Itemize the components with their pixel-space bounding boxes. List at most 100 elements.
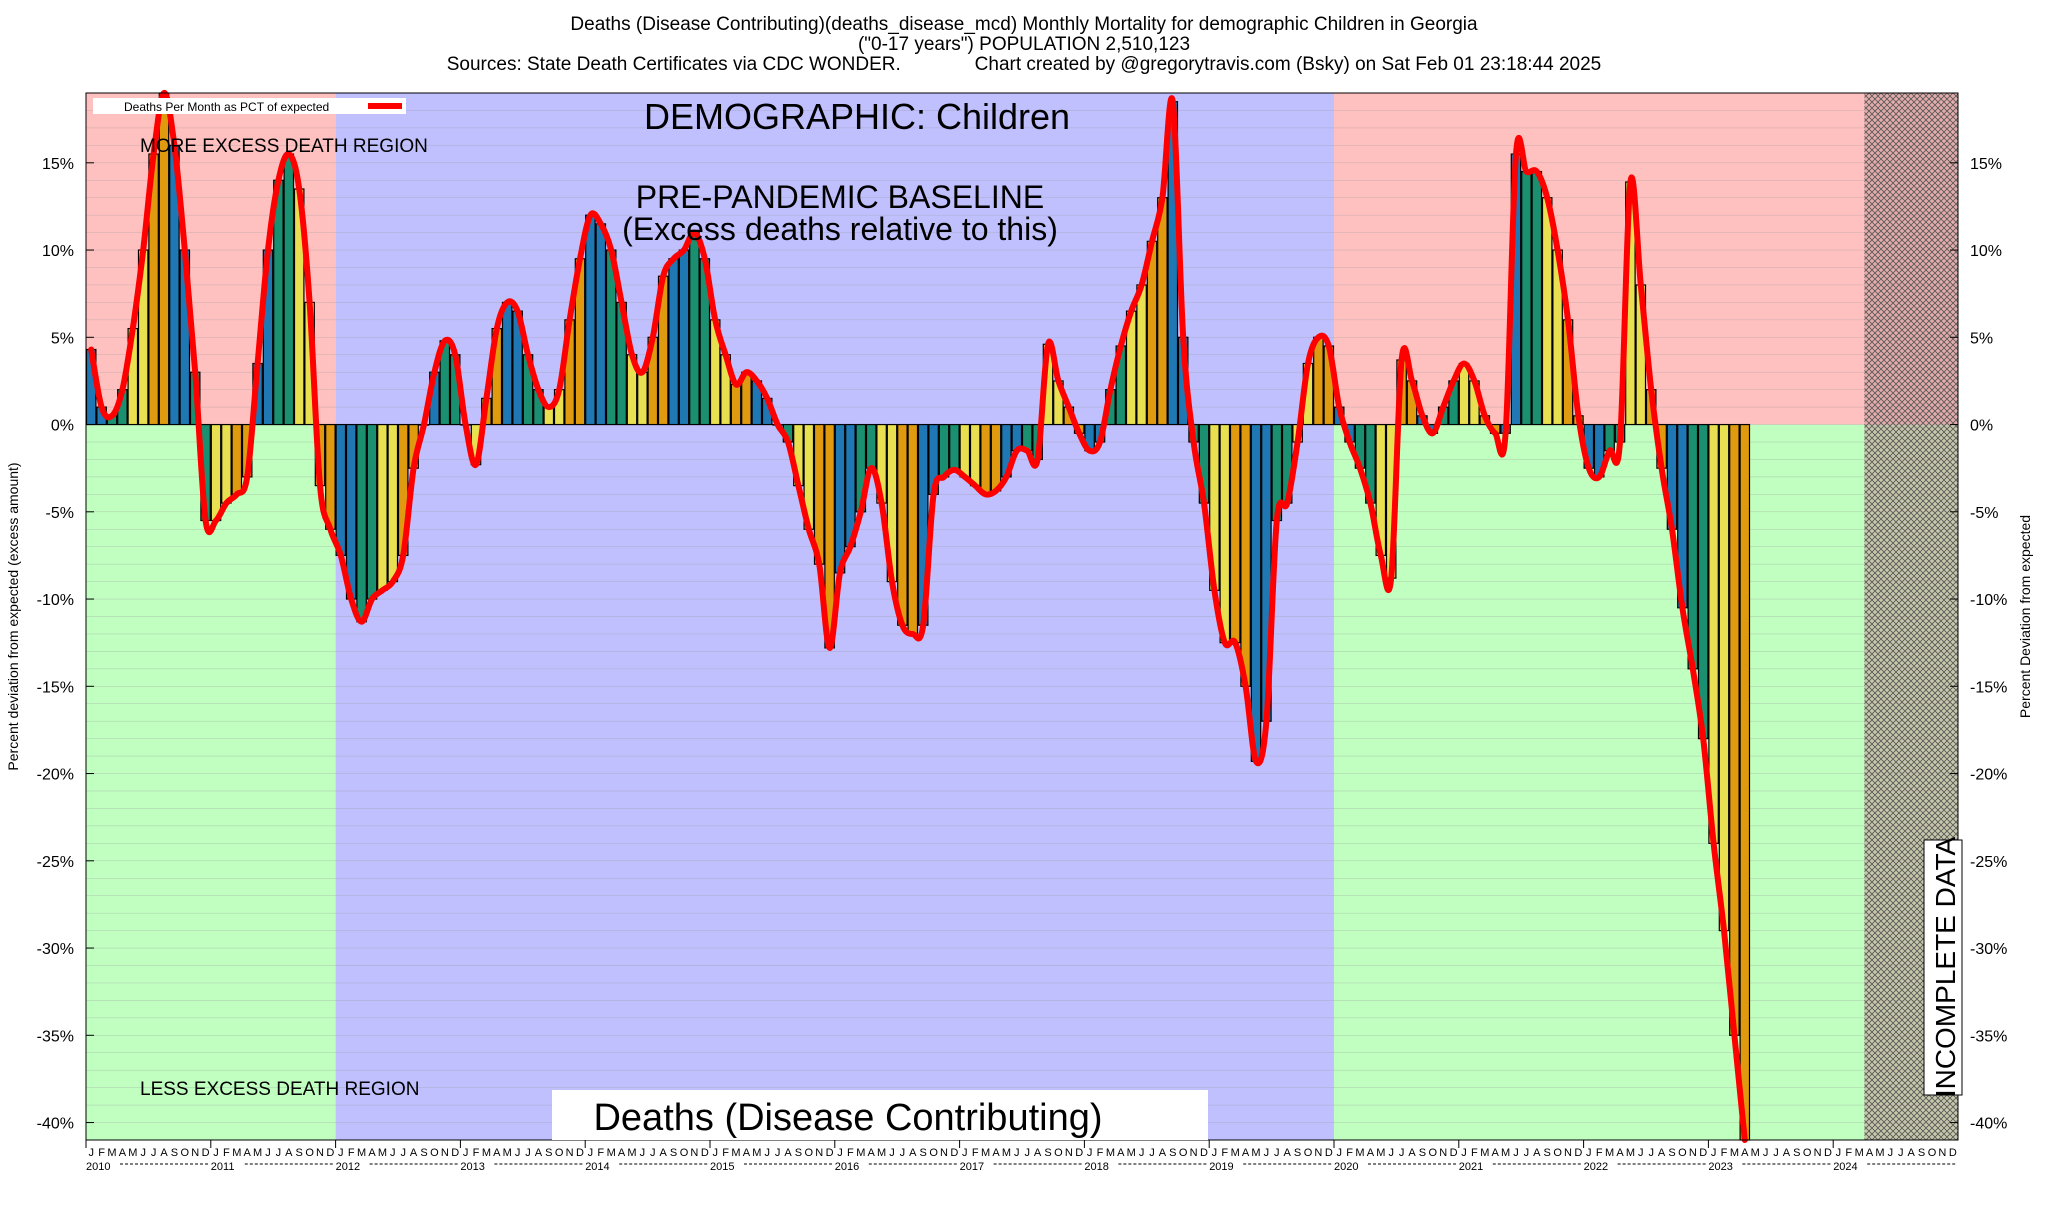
x-month-label: A: [244, 1147, 252, 1159]
x-month-label: J: [1388, 1147, 1394, 1159]
y-tick-label-right: 5%: [1970, 330, 1993, 347]
x-month-label: D: [1699, 1147, 1707, 1159]
x-month-label: N: [1689, 1147, 1697, 1159]
x-month-label: D: [202, 1147, 210, 1159]
x-month-label: F: [972, 1147, 979, 1159]
y-tick-label-right: -10%: [1970, 592, 2007, 609]
x-month-label: M: [731, 1147, 740, 1159]
x-month-label: J: [525, 1147, 531, 1159]
y-tick-label-right: 0%: [1970, 418, 1993, 435]
less-region-left: [86, 424, 336, 1140]
y-tick-label-left: -5%: [46, 505, 74, 522]
x-month-label: F: [597, 1147, 604, 1159]
bar: [907, 423, 919, 635]
x-month-label: F: [1845, 1147, 1852, 1159]
bar: [1458, 362, 1470, 426]
header-line-1: Deaths (Disease Contributing)(deaths_dis…: [570, 14, 1478, 35]
x-month-label: D: [701, 1147, 709, 1159]
bar: [1157, 197, 1168, 426]
x-month-label: M: [1875, 1147, 1884, 1159]
series-title: Deaths (Disease Contributing): [593, 1097, 1102, 1139]
x-month-label: A: [1367, 1147, 1375, 1159]
x-month-label: J: [1898, 1147, 1904, 1159]
bars: [85, 92, 1751, 1141]
x-month-label: A: [868, 1147, 876, 1159]
x-month-label: N: [1065, 1147, 1073, 1159]
x-month-label: J: [900, 1147, 906, 1159]
x-month-label: M: [752, 1147, 761, 1159]
x-month-label: J: [588, 1147, 594, 1159]
x-month-label: M: [378, 1147, 387, 1159]
x-month-label: A: [992, 1147, 1000, 1159]
x-month-label: A: [493, 1147, 501, 1159]
x-month-label: J: [1836, 1147, 1842, 1159]
x-month-label: N: [566, 1147, 574, 1159]
x-month-label: J: [276, 1147, 282, 1159]
x-month-label: M: [981, 1147, 990, 1159]
y-tick-label-right: -30%: [1970, 941, 2007, 958]
y-tick-label-right: -35%: [1970, 1028, 2007, 1045]
x-month-label: J: [1149, 1147, 1155, 1159]
x-month-label: J: [1014, 1147, 1020, 1159]
x-month-label: J: [1513, 1147, 1519, 1159]
more-region-label: MORE EXCESS DEATH REGION: [140, 136, 428, 157]
bar: [1219, 423, 1231, 644]
x-year-label: 2012: [336, 1161, 360, 1173]
x-year-label: 2024: [1833, 1161, 1857, 1173]
bar: [366, 423, 378, 600]
x-month-label: A: [743, 1147, 751, 1159]
x-year-label: 2014: [585, 1161, 609, 1173]
x-month-label: J: [515, 1147, 521, 1159]
x-month-label: A: [1159, 1147, 1167, 1159]
x-month-label: O: [430, 1147, 439, 1159]
x-month-label: S: [1668, 1147, 1675, 1159]
x-month-label: F: [1097, 1147, 1104, 1159]
bar: [959, 423, 971, 478]
x-month-label: N: [1190, 1147, 1198, 1159]
x-month-label: N: [815, 1147, 823, 1159]
y-tick-label-left: -15%: [37, 679, 74, 696]
incomplete-label: INCOMPLETE DATA: [1930, 837, 1961, 1098]
x-month-label: J: [140, 1147, 146, 1159]
bar: [938, 423, 950, 478]
axes: 15% 15% 10% 10% 5% 5% 0% 0% -5% -5% -10% -10% -15% -1…: [5, 92, 2033, 1173]
x-month-label: O: [1678, 1147, 1687, 1159]
x-month-label: J: [1586, 1147, 1592, 1159]
bar: [283, 153, 295, 426]
x-month-label: M: [1251, 1147, 1260, 1159]
x-month-label: F: [1596, 1147, 1603, 1159]
x-month-label: J: [1264, 1147, 1270, 1159]
y-tick-label-left: -40%: [37, 1116, 74, 1133]
x-month-label: S: [1918, 1147, 1925, 1159]
x-month-label: F: [1346, 1147, 1353, 1159]
x-month-label: N: [1938, 1147, 1946, 1159]
x-month-label: M: [1376, 1147, 1385, 1159]
x-month-label: S: [1294, 1147, 1301, 1159]
x-month-label: M: [253, 1147, 262, 1159]
x-month-label: M: [107, 1147, 116, 1159]
x-month-label: J: [1648, 1147, 1654, 1159]
gridlines: [86, 92, 1958, 1141]
bar: [1687, 423, 1699, 670]
legend-box: [93, 98, 406, 114]
bar: [949, 423, 960, 471]
x-month-label: M: [856, 1147, 865, 1159]
x-month-label: J: [1638, 1147, 1644, 1159]
x-month-label: F: [1221, 1147, 1228, 1159]
bar: [730, 383, 742, 426]
x-month-label: J: [1139, 1147, 1145, 1159]
x-month-label: O: [1304, 1147, 1313, 1159]
bar: [231, 423, 243, 495]
less-region-label: LESS EXCESS DEATH REGION: [140, 1079, 419, 1100]
x-month-label: M: [1751, 1147, 1760, 1159]
bar: [1250, 423, 1262, 762]
x-month-label: S: [1544, 1147, 1551, 1159]
x-month-label: J: [88, 1147, 94, 1159]
x-month-label: D: [576, 1147, 584, 1159]
x-year-label: 2013: [460, 1161, 484, 1173]
x-month-label: A: [285, 1147, 293, 1159]
bar: [1739, 423, 1751, 1141]
x-month-label: A: [1117, 1147, 1125, 1159]
